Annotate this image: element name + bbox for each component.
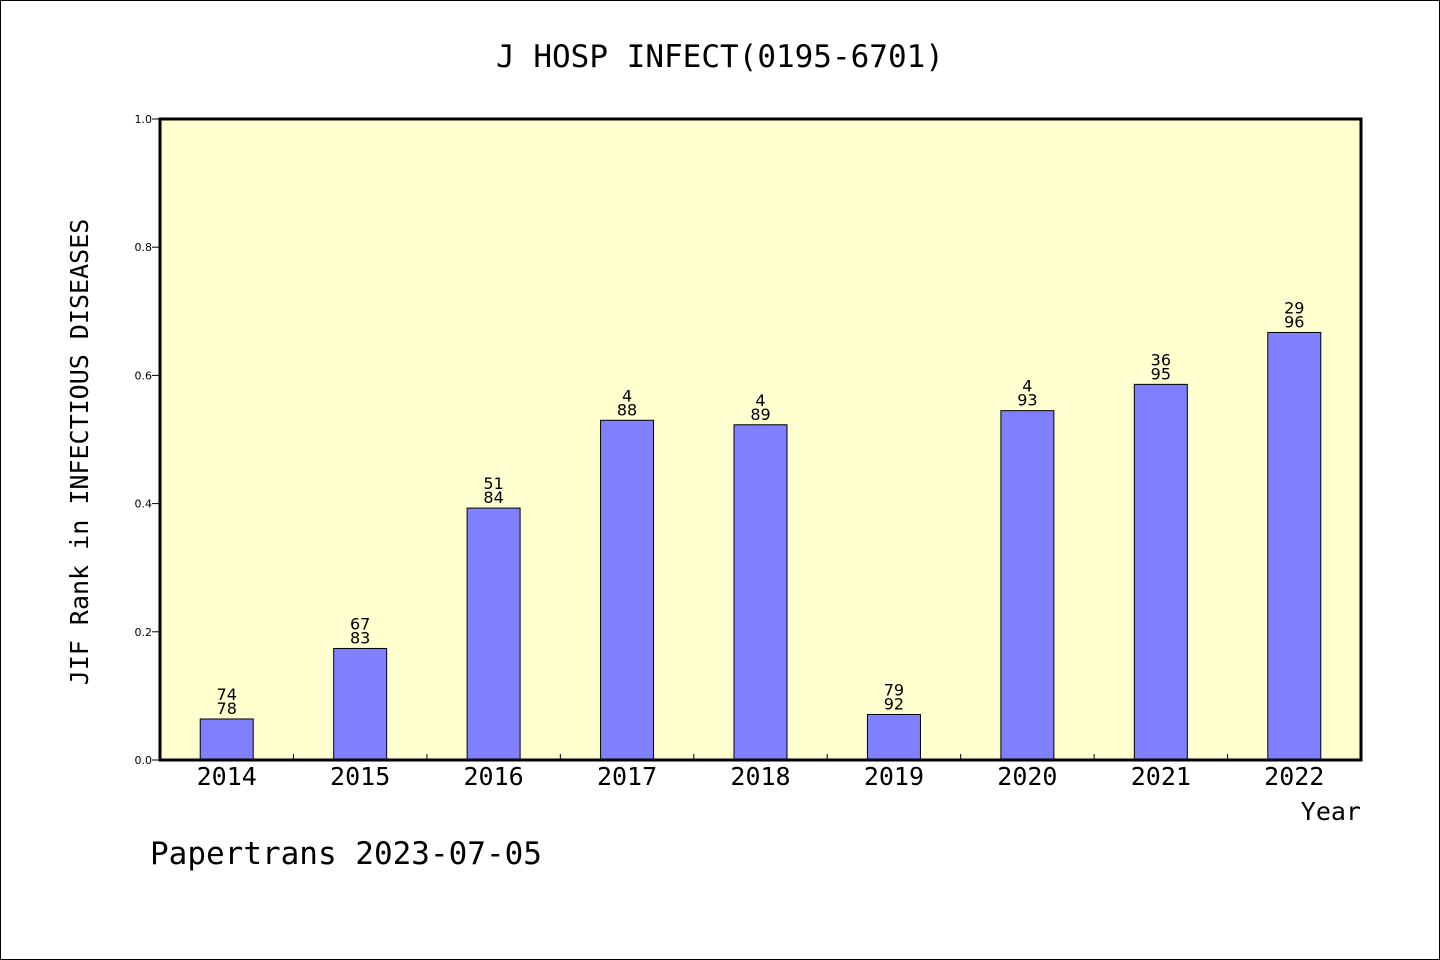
bar-label-total: 78 (217, 699, 237, 718)
bar-label-rank: 36 (1151, 350, 1171, 369)
bar-label-rank: 51 (483, 474, 503, 493)
x-tick-label: 2017 (597, 762, 657, 791)
x-tick-label: 2019 (864, 762, 924, 791)
bar-label-rank: 4 (1022, 377, 1032, 396)
x-tick-label: 2014 (197, 762, 257, 791)
x-tick-label: 2020 (997, 762, 1057, 791)
bar-label-rank: 74 (217, 685, 237, 704)
x-axis: 2014 2015 2016 2017 2018 2019 2020 2021 2022 (197, 754, 1324, 791)
bar-label-rank: 4 (755, 391, 765, 410)
bar (1133, 383, 1188, 761)
x-tick-label: 2015 (330, 762, 390, 791)
bar (866, 713, 921, 761)
bar-label-total: 92 (884, 694, 904, 713)
footer-text: Papertrans 2023-07-05 (150, 836, 542, 872)
x-tick-label: 2018 (730, 762, 790, 791)
bar-label-total: 83 (350, 628, 370, 647)
y-tick-label: 0.4 (135, 498, 153, 511)
x-tick-label: 2022 (1264, 762, 1324, 791)
bar (466, 507, 521, 761)
bar-label-total: 89 (750, 405, 770, 424)
bar-label-rank: 4 (622, 386, 632, 405)
bar (333, 647, 388, 761)
bar-label-rank: 29 (1284, 298, 1304, 317)
x-tick-label: 2016 (464, 762, 524, 791)
y-axis-label: JIF Rank in INFECTIOUS DISEASES (65, 219, 94, 686)
x-axis-label: Year (1301, 797, 1361, 826)
x-tick-label: 2021 (1131, 762, 1191, 791)
bar (600, 419, 655, 761)
bar-label-total: 88 (617, 400, 637, 419)
y-tick-label: 0.8 (135, 241, 153, 254)
bar-label-total: 84 (483, 488, 503, 507)
chart-title: J HOSP INFECT(0195-6701) (496, 39, 944, 75)
bar-label-total: 96 (1284, 312, 1304, 331)
bar (1267, 331, 1322, 761)
plot-border (158, 117, 1363, 762)
y-axis: 0.0 0.2 0.4 0.6 0.8 1.0 (135, 113, 160, 767)
bar (733, 424, 788, 761)
bar-label-total: 93 (1017, 391, 1037, 410)
y-tick-label: 1.0 (135, 113, 153, 126)
y-tick-label: 0.0 (135, 754, 153, 767)
y-tick-label: 0.6 (135, 369, 153, 382)
bar (199, 718, 254, 761)
bar-label-total: 95 (1151, 364, 1171, 383)
bar (1000, 410, 1055, 761)
bar-label-rank: 67 (350, 614, 370, 633)
bar-label-rank: 79 (884, 680, 904, 699)
y-tick-label: 0.2 (135, 626, 153, 639)
